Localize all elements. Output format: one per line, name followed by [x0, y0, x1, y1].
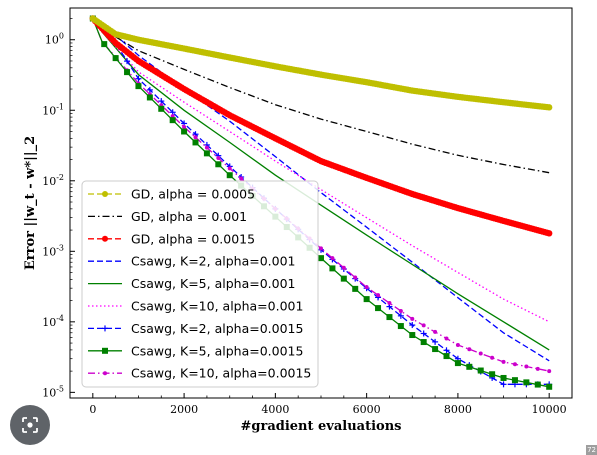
series-line-7 [92, 17, 550, 385]
y-tick-label: 10-3 [42, 243, 64, 258]
x-tick-label: 0 [89, 403, 96, 416]
legend-item: GD, alpha = 0.0015 [88, 231, 255, 246]
legend-item: Csawg, K=10, alpha=0.001 [88, 299, 303, 314]
legend-label: GD, alpha = 0.0015 [131, 231, 255, 246]
y-tick-label: 10-5 [42, 384, 64, 399]
y-tick-label: 10-2 [42, 173, 64, 188]
x-tick-label: 4000 [261, 403, 289, 416]
legend-label: Csawg, K=2, alpha=0.0015 [131, 321, 303, 336]
legend-item: Csawg, K=10, alpha=0.0015 [88, 366, 311, 381]
x-tick-label: 10000 [532, 403, 567, 416]
series-line-6 [92, 18, 550, 323]
legend-label: GD, alpha = 0.0005 [131, 187, 255, 202]
series-line-4 [92, 17, 550, 362]
x-axis-label: #gradient evaluations [241, 419, 402, 434]
series-markers-9 [90, 16, 552, 374]
series-markers-3 [89, 15, 553, 237]
legend-item: GD, alpha = 0.001 [88, 209, 247, 224]
x-tick-label: 6000 [353, 403, 381, 416]
legend-label: Csawg, K=10, alpha=0.001 [131, 299, 303, 314]
corner-number: 72 [586, 445, 597, 455]
lens-icon [22, 417, 38, 433]
lens-search-button[interactable] [10, 405, 50, 445]
legend-item: Csawg, K=2, alpha=0.0015 [88, 321, 303, 336]
legend-label: Csawg, K=2, alpha=0.001 [131, 254, 295, 269]
x-tick-label: 2000 [170, 403, 198, 416]
legend-item: Csawg, K=5, alpha=0.001 [88, 276, 295, 291]
legend-label: Csawg, K=10, alpha=0.0015 [131, 366, 311, 381]
series-markers-1 [89, 15, 553, 111]
legend-label: Csawg, K=5, alpha=0.0015 [131, 343, 303, 358]
series-line-1 [92, 17, 550, 108]
y-tick-label: 100 [45, 32, 64, 47]
legend-box [81, 180, 319, 388]
y-tick-label: 10-4 [42, 314, 64, 329]
legend: GD, alpha = 0.0005 GD, alpha = 0.001 GD, a… [81, 180, 319, 388]
legend-item: GD, alpha = 0.0005 [88, 187, 255, 202]
legend-label: GD, alpha = 0.001 [131, 209, 247, 224]
x-tick-label: 8000 [444, 403, 472, 416]
legend-item: Csawg, K=5, alpha=0.0015 [88, 343, 303, 358]
legend-label: Csawg, K=5, alpha=0.001 [131, 276, 295, 291]
y-tick-label: 10-1 [42, 102, 64, 117]
legend-item: Csawg, K=2, alpha=0.001 [88, 254, 295, 269]
y-axis-label: Error ||w_t - w*||_2 [23, 136, 38, 270]
